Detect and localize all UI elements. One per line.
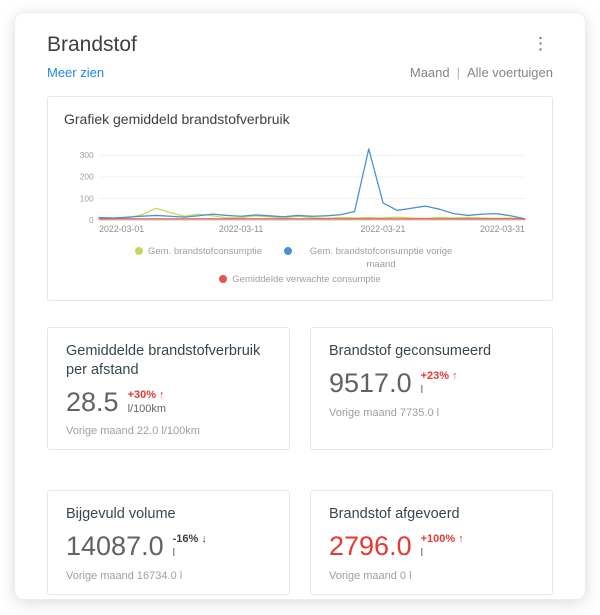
stat-change: +30% ↑	[127, 388, 165, 401]
stat-main: 2796.0 +100% ↑ l	[329, 532, 534, 561]
legend-label: Gemiddelde verwachte consumptie	[232, 273, 381, 285]
legend-label: Gem. brandstofconsumptie vorige maand	[309, 246, 453, 270]
fuel-chart-svg: 0 100 200 300 2022-03-01 2022-03-11 2022-03-21…	[80, 148, 526, 234]
stat-main: 14087.0 -16% ↓ l	[66, 532, 271, 561]
svg-text:2022-03-21: 2022-03-21	[361, 224, 406, 234]
stat-card-avg-consumption: Gemiddelde brandstofverbruik per afstand…	[47, 327, 290, 451]
stat-change: +23% ↑	[420, 370, 458, 383]
stat-previous: Vorige maand 7735.0 l	[329, 406, 440, 419]
stat-unit: l/100km	[127, 402, 167, 415]
chart-title: Grafiek gemiddeld brandstofverbruik	[64, 111, 290, 127]
kebab-menu-icon[interactable]: ⋮	[532, 34, 549, 53]
period-filter[interactable]: Maand	[409, 65, 450, 80]
page-title: Brandstof	[47, 33, 137, 56]
stat-previous: Vorige maand 16734.0 l	[66, 569, 183, 582]
svg-text:100: 100	[80, 193, 94, 203]
svg-text:2022-03-11: 2022-03-11	[219, 224, 263, 234]
stat-title: Gemiddelde brandstofverbruik per afstand	[66, 343, 261, 379]
subheader: Meer zien Maand | Alle voertuigen	[47, 65, 553, 80]
fuel-chart: 0 100 200 300 2022-03-01 2022-03-11 2022-03-21…	[64, 135, 536, 244]
stat-unit: l	[420, 547, 424, 560]
legend-label: Gem. brandstofconsumptie	[147, 246, 263, 258]
stat-value: 14087.0	[66, 531, 164, 562]
stat-value: 28.5	[66, 386, 119, 417]
chart-legend: Gem. brandstofconsumptie Gem. brandstofco…	[85, 246, 515, 286]
filters: Maand | Alle voertuigen	[410, 65, 553, 80]
stat-main: 9517.0 +23% ↑ l	[329, 369, 534, 398]
svg-text:2022-03-31: 2022-03-31	[480, 224, 525, 234]
legend-item[interactable]: Gemiddelde verwachte consumptie	[219, 273, 381, 286]
stat-card-refueled: Bijgevuld volume 14087.0 -16% ↓ l Vorige…	[47, 490, 290, 595]
stat-unit: l	[420, 383, 424, 396]
stat-value: 9517.0	[329, 368, 412, 399]
legend-item[interactable]: Gem. brandstofconsumptie vorige maand	[284, 246, 465, 271]
stat-title: Bijgevuld volume	[66, 506, 176, 523]
stat-previous: Vorige maand 22.0 l/100km	[66, 425, 200, 438]
stat-unit: l	[172, 547, 176, 560]
svg-text:0: 0	[89, 215, 94, 225]
svg-text:200: 200	[80, 172, 94, 182]
legend-dot-icon	[134, 247, 143, 256]
stat-side: +30% ↑ l/100km	[128, 389, 167, 417]
stat-title: Brandstof afgevoerd	[329, 506, 460, 523]
stat-previous: Vorige maand 0 l	[329, 569, 412, 582]
stats-grid: Gemiddelde brandstofverbruik per afstand…	[47, 327, 553, 595]
vehicle-filter[interactable]: Alle voertuigen	[467, 65, 553, 80]
chart-card: Grafiek gemiddeld brandstofverbruik 0 100…	[47, 96, 553, 302]
stat-card-drained: Brandstof afgevoerd 2796.0 +100% ↑ l Vor…	[310, 490, 553, 595]
legend-item[interactable]: Gem. brandstofconsumptie	[134, 246, 263, 271]
stat-side: +23% ↑ l	[421, 370, 458, 398]
legend-dot-icon	[284, 247, 293, 256]
filter-separator: |	[456, 65, 460, 80]
header: Brandstof ⋮	[47, 33, 553, 57]
svg-text:300: 300	[80, 150, 94, 160]
legend-dot-icon	[219, 274, 228, 283]
stat-main: 28.5 +30% ↑ l/100km	[66, 388, 271, 417]
stat-side: +100% ↑ l	[421, 533, 464, 561]
svg-text:2022-03-01: 2022-03-01	[99, 224, 144, 234]
stat-card-consumed: Brandstof geconsumeerd 9517.0 +23% ↑ l V…	[310, 327, 553, 451]
stat-change: -16% ↓	[172, 533, 207, 546]
stat-title: Brandstof geconsumeerd	[329, 343, 492, 360]
fuel-dashboard-card: Brandstof ⋮ Meer zien Maand | Alle voert…	[14, 12, 586, 600]
stat-change: +100% ↑	[420, 533, 464, 546]
see-more-link[interactable]: Meer zien	[47, 65, 105, 80]
stat-side: -16% ↓ l	[173, 533, 207, 561]
stat-value: 2796.0	[329, 531, 412, 562]
